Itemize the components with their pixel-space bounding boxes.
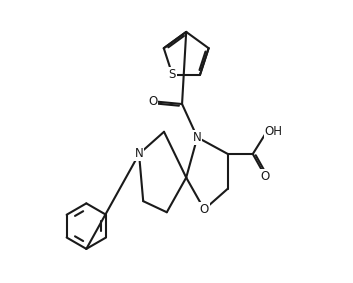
Text: O: O — [199, 203, 209, 216]
Text: O: O — [261, 170, 270, 183]
Text: N: N — [135, 147, 143, 160]
Text: S: S — [169, 68, 176, 81]
Text: N: N — [193, 131, 202, 144]
Text: O: O — [148, 95, 157, 108]
Text: OH: OH — [265, 125, 283, 138]
